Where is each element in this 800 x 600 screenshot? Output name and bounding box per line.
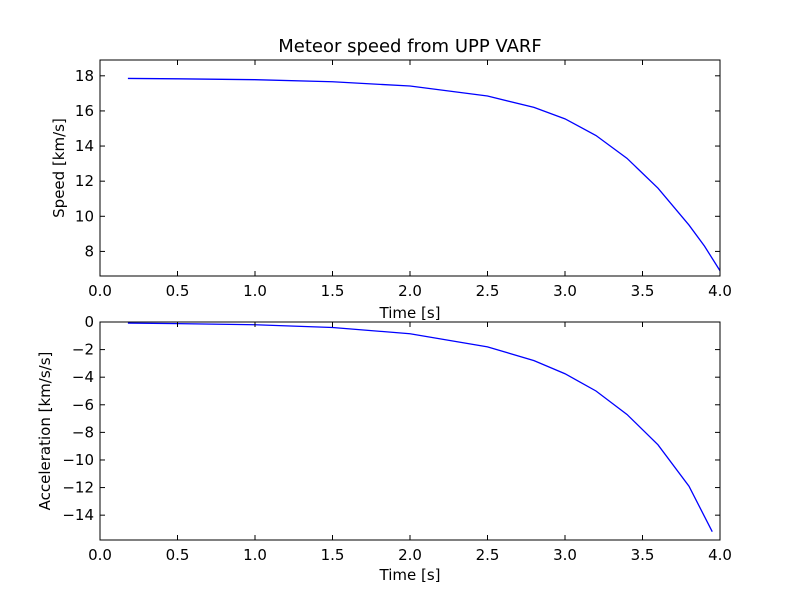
acceleration-x-tick-label: 1.0 (243, 546, 267, 564)
speed-x-axis-label: Time [s] (379, 304, 441, 322)
acceleration-y-tick-label: 0 (84, 313, 94, 331)
speed-y-tick-label: 14 (75, 137, 94, 155)
speed-y-tick-label: 18 (75, 67, 94, 85)
acceleration-y-axis-label: Acceleration [km/s/s] (36, 352, 54, 511)
acceleration-panel: 0.0 0.5 1.0 1.5 2.0 2.5 3.0 3.5 4.0 0 −2 −4 −6 −8 −10 −… (36, 313, 732, 584)
speed-series-line (127, 77, 720, 272)
acceleration-series-line (127, 322, 713, 533)
acceleration-x-tick-label: 0.0 (88, 546, 112, 564)
acceleration-x-tick-label: 3.5 (631, 546, 655, 564)
speed-x-tick-label: 0.0 (88, 282, 112, 300)
speed-axes-frame (99, 59, 721, 277)
acceleration-x-tick-label: 0.5 (166, 546, 190, 564)
speed-x-tick-label: 2.5 (476, 282, 500, 300)
speed-x-tick-label: 1.0 (243, 282, 267, 300)
acceleration-y-tick-label: −2 (72, 341, 94, 359)
acceleration-x-tick-label: 3.0 (553, 546, 577, 564)
speed-y-tick-label: 12 (75, 172, 94, 190)
acceleration-y-tick-label: −6 (72, 396, 94, 414)
speed-x-tick-label: 3.0 (553, 282, 577, 300)
acceleration-y-tick-label: −8 (72, 423, 94, 441)
acceleration-x-tick-label: 2.5 (476, 546, 500, 564)
acceleration-y-tick-label: −4 (72, 368, 94, 386)
speed-y-axis-label: Speed [km/s] (50, 118, 68, 218)
speed-x-tick-label: 2.0 (398, 282, 422, 300)
speed-x-tick-label: 0.5 (166, 282, 190, 300)
speed-x-tick-label: 4.0 (708, 282, 732, 300)
acceleration-y-tick-label: −14 (62, 506, 94, 524)
speed-y-tick-label: 10 (75, 207, 94, 225)
speed-y-tick-label: 16 (75, 102, 94, 120)
speed-panel: 0.0 0.5 1.0 1.5 2.0 2.5 3.0 3.5 4.0 8 10 12 14 16 18 Ti… (50, 59, 732, 322)
chart-title: Meteor speed from UPP VARF (278, 36, 542, 57)
speed-x-tick-label: 1.5 (321, 282, 345, 300)
speed-x-tick-label: 3.5 (631, 282, 655, 300)
speed-y-tick-label: 8 (84, 242, 94, 260)
acceleration-x-axis-label: Time [s] (379, 566, 441, 584)
acceleration-axes-frame (99, 321, 721, 541)
acceleration-y-tick-label: −10 (62, 451, 94, 469)
acceleration-x-tick-label: 2.0 (398, 546, 422, 564)
acceleration-x-tick-label: 1.5 (321, 546, 345, 564)
acceleration-y-tick-label: −12 (62, 479, 94, 497)
acceleration-x-tick-label: 4.0 (708, 546, 732, 564)
